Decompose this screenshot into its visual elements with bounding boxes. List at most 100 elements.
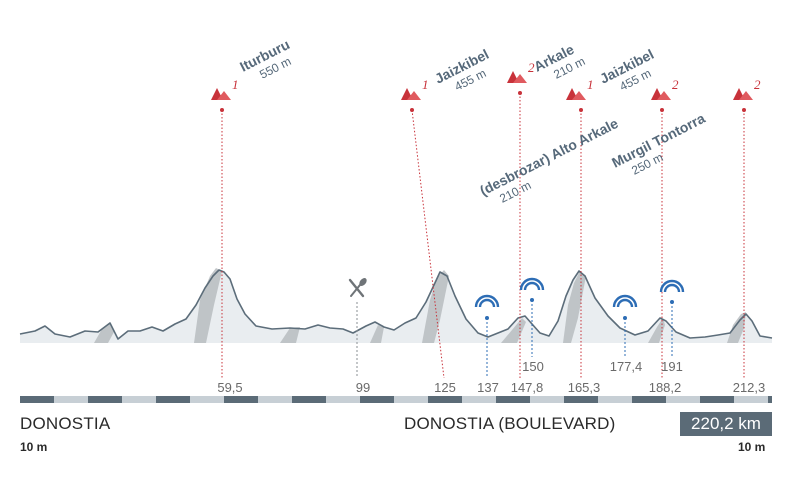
scale-segment bbox=[700, 396, 734, 403]
scale-segment bbox=[632, 396, 666, 403]
climb-category: 2 bbox=[528, 60, 535, 75]
scale-segment bbox=[326, 396, 360, 403]
sprint-line-dot bbox=[530, 298, 534, 302]
scale-segment bbox=[156, 396, 190, 403]
scale-segment bbox=[224, 396, 258, 403]
sprint-marker: 177,4 bbox=[610, 294, 643, 374]
climb-category: 1 bbox=[422, 77, 429, 92]
sprint-arch-icon bbox=[478, 298, 496, 308]
climb-km-label: 59,5 bbox=[217, 380, 242, 395]
climb-km-label: 188,2 bbox=[649, 380, 682, 395]
climb-line-dot bbox=[579, 108, 583, 112]
profile-shadow bbox=[648, 318, 665, 343]
scale-segment bbox=[462, 396, 496, 403]
finish-elevation: 10 m bbox=[738, 440, 766, 454]
scale-segment bbox=[190, 396, 224, 403]
finish-town: DONOSTIA (BOULEVARD) bbox=[404, 414, 616, 433]
scale-segment bbox=[666, 396, 700, 403]
scale-segment bbox=[496, 396, 530, 403]
profile-shadow bbox=[94, 322, 114, 343]
mountain-icon-peak bbox=[739, 91, 753, 100]
sprint-arch-icon bbox=[616, 298, 634, 308]
climb-category: 2 bbox=[672, 77, 679, 92]
mountain-icon-peak bbox=[407, 91, 421, 100]
profile-shadow bbox=[194, 268, 222, 343]
climb-line bbox=[411, 109, 445, 379]
scale-segment bbox=[768, 396, 772, 403]
sprint-arch-icon bbox=[523, 281, 541, 291]
feed-zone-km-label: 99 bbox=[356, 380, 370, 395]
start-town: DONOSTIA bbox=[20, 414, 111, 433]
scale-segment bbox=[54, 396, 88, 403]
scale-segment bbox=[734, 396, 768, 403]
climb-line-dot bbox=[742, 108, 746, 112]
scale-segment bbox=[258, 396, 292, 403]
climb-name: (desbrozar) Alto Arkale bbox=[477, 115, 621, 199]
sprint-marker: 191 bbox=[659, 279, 685, 374]
sprint-marker: 137 bbox=[474, 294, 500, 395]
climb-km-label: 165,3 bbox=[568, 380, 601, 395]
mountain-icon-peak bbox=[513, 74, 527, 83]
climb-category: 1 bbox=[587, 77, 594, 92]
climb-line-dot bbox=[660, 108, 664, 112]
sprint-km-label: 177,4 bbox=[610, 359, 643, 374]
sprint-arch-icon bbox=[474, 294, 500, 308]
climb-line-dot bbox=[518, 91, 522, 95]
scale-segment bbox=[564, 396, 598, 403]
start-elevation: 10 m bbox=[20, 440, 48, 454]
profile-line bbox=[19, 269, 773, 340]
scale-segment bbox=[292, 396, 326, 403]
scale-segment bbox=[394, 396, 428, 403]
sprint-line-dot bbox=[670, 300, 674, 304]
scale-segment bbox=[88, 396, 122, 403]
scale-segment bbox=[20, 396, 54, 403]
km-labels: 59,5 125 147,8 165,3 188,2 212,3 99 bbox=[217, 380, 765, 395]
climb-line-dot bbox=[220, 108, 224, 112]
mountain-icon-peak bbox=[217, 91, 231, 100]
profile-shadow bbox=[563, 271, 586, 343]
total-distance-badge: 220,2 km bbox=[680, 412, 772, 436]
mountain-icon-peak bbox=[572, 91, 586, 100]
climb-category: 1 bbox=[232, 77, 239, 92]
climb-line-dot bbox=[410, 108, 414, 112]
profile-shadow bbox=[370, 325, 384, 343]
sprint-line-dot bbox=[485, 316, 489, 320]
sprint-line-dot bbox=[623, 316, 627, 320]
sprint-arch-icon bbox=[612, 294, 638, 308]
marker-lines bbox=[220, 91, 746, 379]
scale-segment bbox=[360, 396, 394, 403]
sprint-km-label: 150 bbox=[522, 359, 544, 374]
scale-segment bbox=[428, 396, 462, 403]
feed-zone-marker bbox=[348, 278, 367, 376]
scale-segment bbox=[598, 396, 632, 403]
sprint-arch-icon bbox=[663, 283, 681, 293]
climb-km-label: 212,3 bbox=[733, 380, 766, 395]
sprint-marker: 150 bbox=[519, 277, 545, 374]
elevation-profile bbox=[19, 268, 773, 343]
sprint-km-label: 137 bbox=[477, 380, 499, 395]
climb-km-label: 147,8 bbox=[511, 380, 544, 395]
fork-knife-icon bbox=[348, 278, 367, 298]
climb-km-label: 125 bbox=[434, 380, 456, 395]
profile-shadow bbox=[280, 327, 300, 343]
mountain-icon-peak bbox=[657, 91, 671, 100]
climb-category: 2 bbox=[754, 77, 761, 92]
sprint-km-label: 191 bbox=[661, 359, 683, 374]
scale-segment bbox=[530, 396, 564, 403]
sprint-arch-icon bbox=[659, 279, 685, 293]
sprint-markers: 137 150 177,4 191 bbox=[474, 277, 685, 395]
distance-scale-bar bbox=[20, 396, 772, 403]
profile-shadow bbox=[422, 270, 449, 343]
sprint-arch-icon bbox=[519, 277, 545, 291]
